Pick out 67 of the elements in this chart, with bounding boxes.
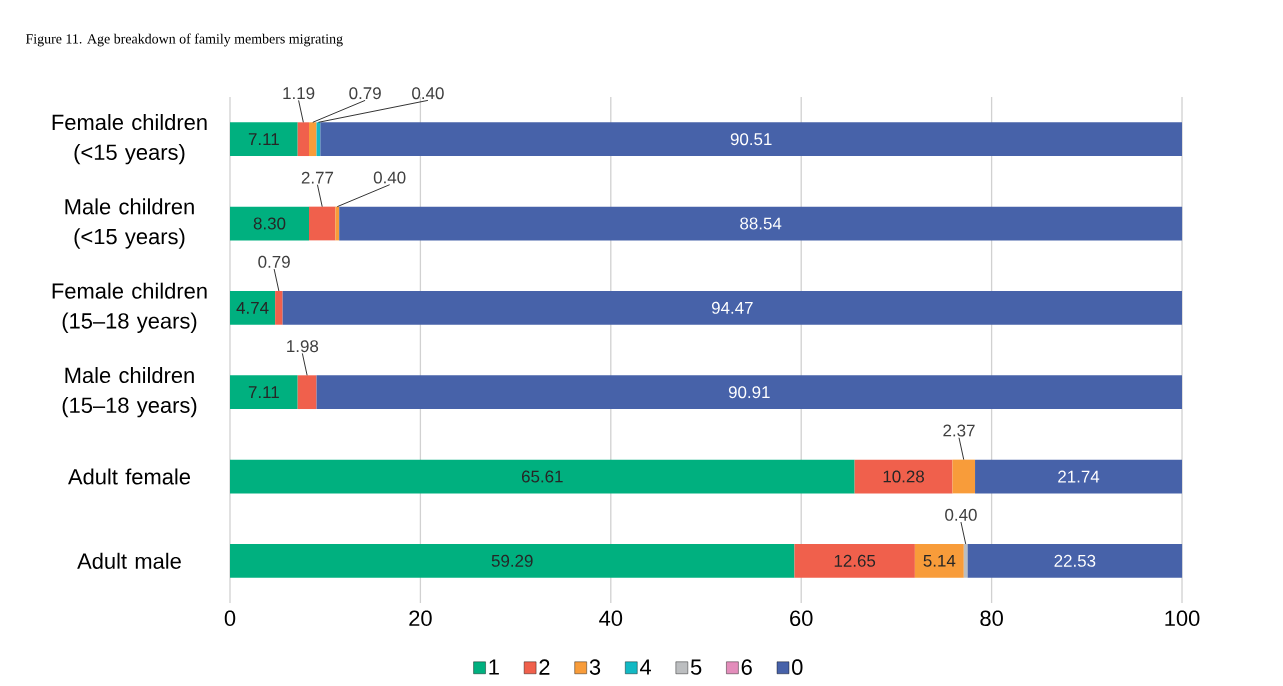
chart-title: Figure 11. Age breakdown of family members migrating [25, 33, 343, 47]
data-label: 0.40 [945, 508, 977, 521]
legend-label: 3 [589, 659, 601, 675]
bar [297, 122, 310, 157]
legend-label: 2 [539, 659, 550, 675]
legend-label: 4 [639, 659, 652, 675]
x-tick-label: 100 [1165, 610, 1200, 627]
y-tick-label: Male children (15–18 years) [62, 367, 197, 418]
bar [967, 543, 1183, 578]
data-label: 10.28 [883, 470, 924, 483]
data-label: 1.98 [287, 340, 319, 353]
legend-label: 5 [690, 659, 702, 675]
bar [230, 290, 276, 325]
y-tick-label: Male children (<15 years) [65, 198, 194, 249]
data-label: 59.29 [491, 554, 533, 567]
data-label: 22.53 [1054, 554, 1096, 567]
x-tick-label: 60 [790, 610, 813, 627]
data-label: 12.65 [834, 554, 876, 567]
data-label: 2.77 [301, 171, 334, 184]
bar [339, 206, 1183, 241]
bar [963, 543, 968, 578]
bar [320, 122, 1183, 157]
data-label: 0.40 [412, 87, 444, 100]
data-label: 94.47 [711, 301, 753, 314]
bar [230, 375, 298, 410]
bar [309, 122, 317, 157]
data-label: 7.11 [248, 133, 279, 145]
data-label: 2.37 [943, 424, 975, 437]
bar [282, 290, 1183, 325]
x-tick-label: 80 [980, 610, 1003, 627]
data-label: 90.91 [728, 386, 770, 399]
bar [230, 122, 298, 157]
data-label: 1.19 [283, 87, 315, 100]
data-label: 7.11 [248, 386, 279, 398]
bar [230, 543, 795, 578]
data-label: 0.79 [349, 87, 381, 100]
data-label: 4.74 [236, 302, 269, 314]
bar [335, 206, 340, 241]
bar [854, 459, 953, 494]
data-label: 0.40 [373, 171, 406, 184]
bar [275, 290, 283, 325]
data-label: 0.79 [258, 255, 290, 268]
y-tick-label: Adult male [77, 552, 181, 569]
data-label: 88.54 [740, 217, 782, 230]
bar [952, 459, 976, 494]
y-tick-label: Female children (<15 years) [52, 114, 207, 165]
legend-label: 1 [489, 659, 499, 675]
bar [309, 206, 336, 241]
x-tick-label: 20 [409, 610, 432, 627]
bar [297, 375, 317, 410]
data-label: 21.74 [1058, 470, 1100, 483]
legend-label: 0 [792, 659, 803, 675]
bar [230, 459, 855, 494]
data-label: 5.14 [923, 554, 956, 567]
bar [316, 375, 1183, 410]
bar [914, 543, 964, 578]
data-label: 8.30 [253, 217, 286, 230]
bar [230, 206, 310, 241]
legend-label: 6 [741, 659, 752, 675]
x-tick-label: 40 [599, 610, 623, 627]
bar [794, 543, 915, 578]
y-tick-label: Female children (15–18 years) [52, 282, 207, 333]
data-label: 90.51 [730, 133, 772, 146]
bar [975, 459, 1183, 494]
y-tick-label: Adult female [68, 468, 191, 485]
data-label: 65.61 [521, 470, 563, 483]
x-tick-label: 0 [224, 610, 236, 627]
